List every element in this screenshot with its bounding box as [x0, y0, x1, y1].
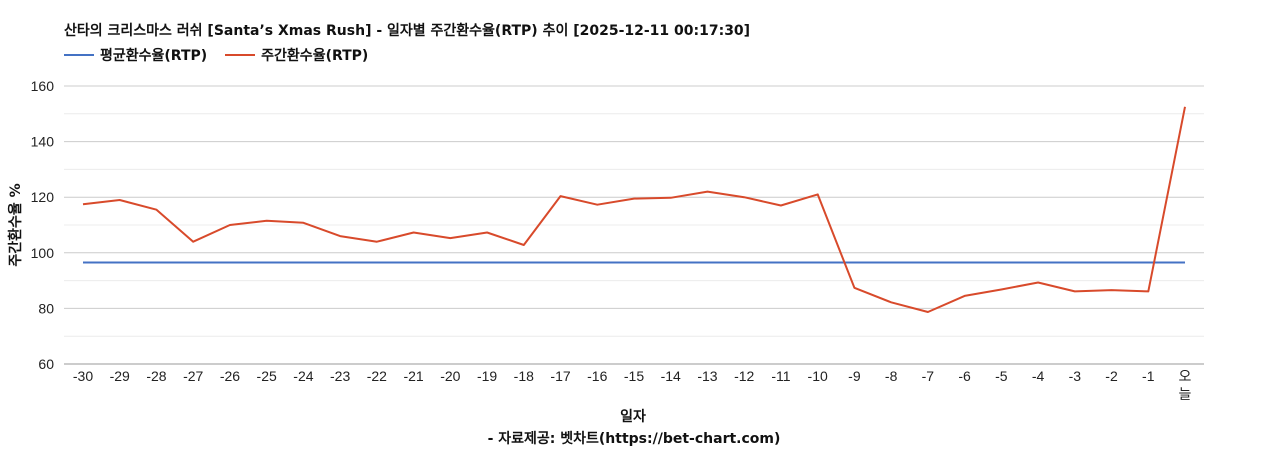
- data-source-note: - 자료제공: 벳차트(https://bet-chart.com): [487, 431, 781, 447]
- x-tick-label: -11: [771, 368, 790, 384]
- legend-item-weekly-rtp[interactable]: 주간환수율(RTP): [225, 45, 368, 65]
- y-tick-label: 160: [31, 78, 55, 94]
- x-tick-label: -10: [808, 368, 828, 384]
- x-tick-label: -14: [661, 368, 681, 384]
- x-tick-label: -12: [734, 368, 754, 384]
- legend-item-average-rtp[interactable]: 평균환수율(RTP): [64, 45, 207, 65]
- grid-lines: [64, 85, 1204, 365]
- y-tick-label: 80: [38, 300, 54, 316]
- x-tick-label: -2: [1105, 368, 1118, 384]
- x-tick-label: -30: [73, 368, 93, 384]
- x-tick-label: -18: [514, 368, 534, 384]
- x-tick-label: -15: [624, 368, 644, 384]
- x-tick-label: -1: [1142, 368, 1155, 384]
- x-tick-label: -17: [550, 368, 570, 384]
- legend-label-weekly: 주간환수율(RTP): [261, 48, 369, 64]
- x-tick-label: -24: [293, 368, 313, 384]
- y-axis-title: 주간환수율 %: [7, 183, 24, 266]
- x-tick-label: -4: [1032, 368, 1045, 384]
- x-tick-label: -13: [697, 368, 717, 384]
- y-tick-label: 140: [31, 134, 55, 150]
- x-tick-label: -16: [587, 368, 607, 384]
- x-tick-label: -22: [367, 368, 387, 384]
- chart-title: 산타의 크리스마스 러쉬 [Santa’s Xmas Rush] - 일자별 주…: [64, 23, 751, 39]
- x-tick-label: -8: [885, 368, 898, 384]
- chart-legend: 평균환수율(RTP) 주간환수율(RTP): [64, 45, 386, 65]
- x-tick-label: -21: [403, 368, 423, 384]
- legend-swatch-average: [64, 54, 94, 56]
- y-tick-label: 100: [31, 245, 55, 261]
- series-line-weekly-rtp[interactable]: [82, 106, 1186, 313]
- legend-label-average: 평균환수율(RTP): [100, 48, 208, 64]
- x-tick-label: -3: [1069, 368, 1082, 384]
- y-tick-label: 120: [31, 189, 55, 205]
- legend-swatch-weekly: [225, 54, 256, 56]
- x-tick-label: -27: [183, 368, 203, 384]
- axis-ticks: 60 80 100 120 140 160 -30 -29 -28 -27 -26 -25 -24 -23…: [31, 78, 1192, 402]
- x-tick-label: -23: [330, 368, 350, 384]
- x-tick-label: -25: [257, 368, 277, 384]
- data-series: [82, 106, 1186, 313]
- x-tick-label: -7: [922, 368, 935, 384]
- x-tick-label: -6: [958, 368, 971, 384]
- x-tick-label: -19: [477, 368, 497, 384]
- y-tick-label: 60: [38, 356, 54, 372]
- x-tick-label: -5: [995, 368, 1008, 384]
- x-tick-label: -26: [220, 368, 240, 384]
- x-tick-label: -28: [146, 368, 166, 384]
- x-tick-label: -9: [848, 368, 861, 384]
- x-tick-label: -29: [110, 368, 130, 384]
- x-tick-label: -20: [440, 368, 460, 384]
- x-axis-title: 일자: [620, 409, 646, 425]
